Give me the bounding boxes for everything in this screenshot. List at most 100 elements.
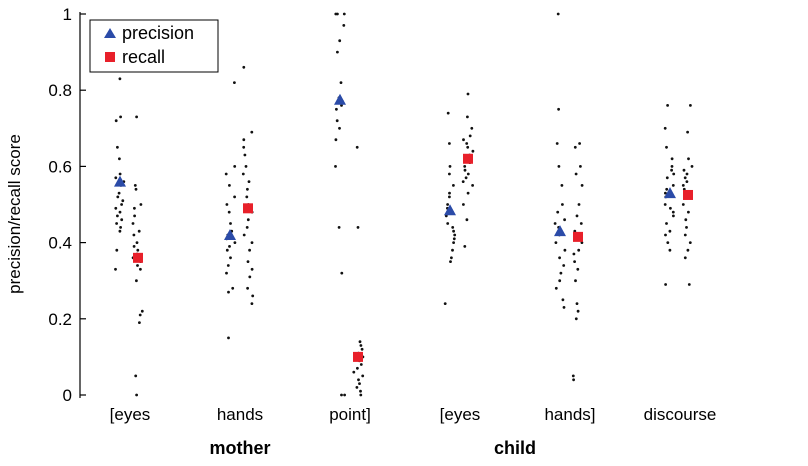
x-tick-label: [eyes [110, 405, 151, 424]
mean-marker-recall [353, 351, 363, 362]
data-point-precision [335, 119, 339, 123]
data-point-precision [668, 229, 672, 233]
mean-marker-precision [334, 93, 346, 105]
data-point-recall [466, 92, 470, 96]
data-point-recall [681, 184, 685, 187]
data-point-precision [227, 210, 231, 214]
data-point-precision [559, 271, 563, 275]
data-point-recall [135, 241, 139, 245]
data-point-recall [688, 241, 692, 245]
data-point-recall [242, 145, 246, 149]
x-group-label: child [494, 438, 536, 458]
data-point-precision [449, 260, 452, 263]
data-point-precision [563, 248, 567, 252]
data-point-precision [342, 12, 346, 16]
data-point-recall [580, 241, 584, 245]
x-tick-label: hands [217, 405, 263, 424]
data-point-precision [664, 283, 667, 286]
data-point-recall [359, 389, 362, 393]
data-point-precision [336, 12, 339, 16]
data-point-precision [119, 115, 122, 119]
data-point-recall [685, 180, 689, 184]
data-point-recall [242, 65, 246, 69]
data-point-recall [463, 168, 467, 172]
data-point-recall [241, 172, 245, 176]
data-point-recall [246, 260, 250, 263]
data-point-recall [248, 275, 252, 279]
data-point-precision [560, 184, 564, 187]
data-point-recall [681, 203, 685, 206]
legend-label-recall: recall [122, 47, 165, 67]
data-point-recall [466, 115, 469, 119]
data-point-recall [463, 245, 467, 248]
data-point-recall [464, 176, 468, 180]
data-point-recall [134, 187, 138, 191]
data-point-precision [448, 191, 451, 195]
data-point-recall [245, 226, 249, 229]
data-point-precision [666, 241, 670, 245]
data-point-precision [337, 226, 341, 229]
data-point-recall [138, 313, 142, 317]
data-point-precision [336, 50, 339, 54]
data-point-precision [562, 306, 566, 309]
data-point-recall [135, 279, 138, 283]
data-point-precision [231, 286, 235, 290]
data-point-recall [251, 294, 255, 298]
y-tick-label: 0.4 [48, 234, 72, 253]
data-point-recall [572, 378, 575, 382]
data-point-precision [557, 107, 560, 111]
mean-marker-precision [664, 187, 676, 199]
data-point-recall [687, 157, 690, 161]
data-point-precision [233, 165, 237, 168]
data-point-precision [225, 271, 228, 275]
data-point-recall [358, 340, 362, 344]
data-point-precision [669, 206, 672, 210]
data-point-recall [135, 115, 139, 119]
data-point-precision [450, 256, 453, 260]
data-point-precision [335, 107, 338, 111]
data-point-precision [663, 203, 667, 206]
data-point-recall [248, 248, 252, 252]
data-point-recall [577, 203, 581, 206]
data-point-precision [452, 237, 456, 241]
data-point-recall [690, 165, 694, 168]
data-point-precision [665, 176, 669, 180]
data-point-precision [229, 222, 232, 225]
legend-box [89, 19, 219, 73]
data-point-precision [670, 157, 674, 161]
data-point-precision [446, 203, 449, 206]
data-point-precision [668, 248, 672, 252]
data-point-precision [665, 145, 668, 149]
data-point-recall [246, 286, 250, 290]
data-point-precision [120, 218, 124, 222]
data-point-precision [224, 172, 228, 176]
data-point-precision [553, 222, 557, 225]
data-point-precision [557, 165, 561, 168]
data-point-recall [356, 366, 359, 370]
data-point-recall [466, 145, 470, 149]
data-point-precision [672, 172, 676, 176]
data-point-precision [446, 222, 450, 225]
data-point-precision [448, 142, 451, 145]
data-point-precision [338, 126, 341, 130]
x-tick-label: discourse [644, 405, 717, 424]
data-point-precision [114, 176, 118, 180]
mean-marker-recall [133, 252, 143, 263]
data-point-recall [140, 309, 144, 313]
data-point-recall [138, 321, 141, 324]
data-point-precision [452, 241, 455, 245]
data-point-recall [132, 245, 136, 248]
y-tick-label: 0 [63, 386, 72, 405]
mean-marker-recall [573, 231, 583, 242]
data-point-precision [665, 187, 669, 191]
data-point-precision [118, 77, 122, 81]
data-point-precision [446, 111, 450, 115]
data-point-precision [233, 81, 236, 84]
data-point-precision [556, 210, 560, 214]
data-point-recall [135, 393, 139, 397]
data-point-recall [571, 374, 575, 378]
data-point-recall [133, 206, 136, 210]
y-ticks: 0 0.2 0.4 0.6 0.8 1 [48, 5, 86, 405]
data-point-recall [352, 370, 356, 374]
